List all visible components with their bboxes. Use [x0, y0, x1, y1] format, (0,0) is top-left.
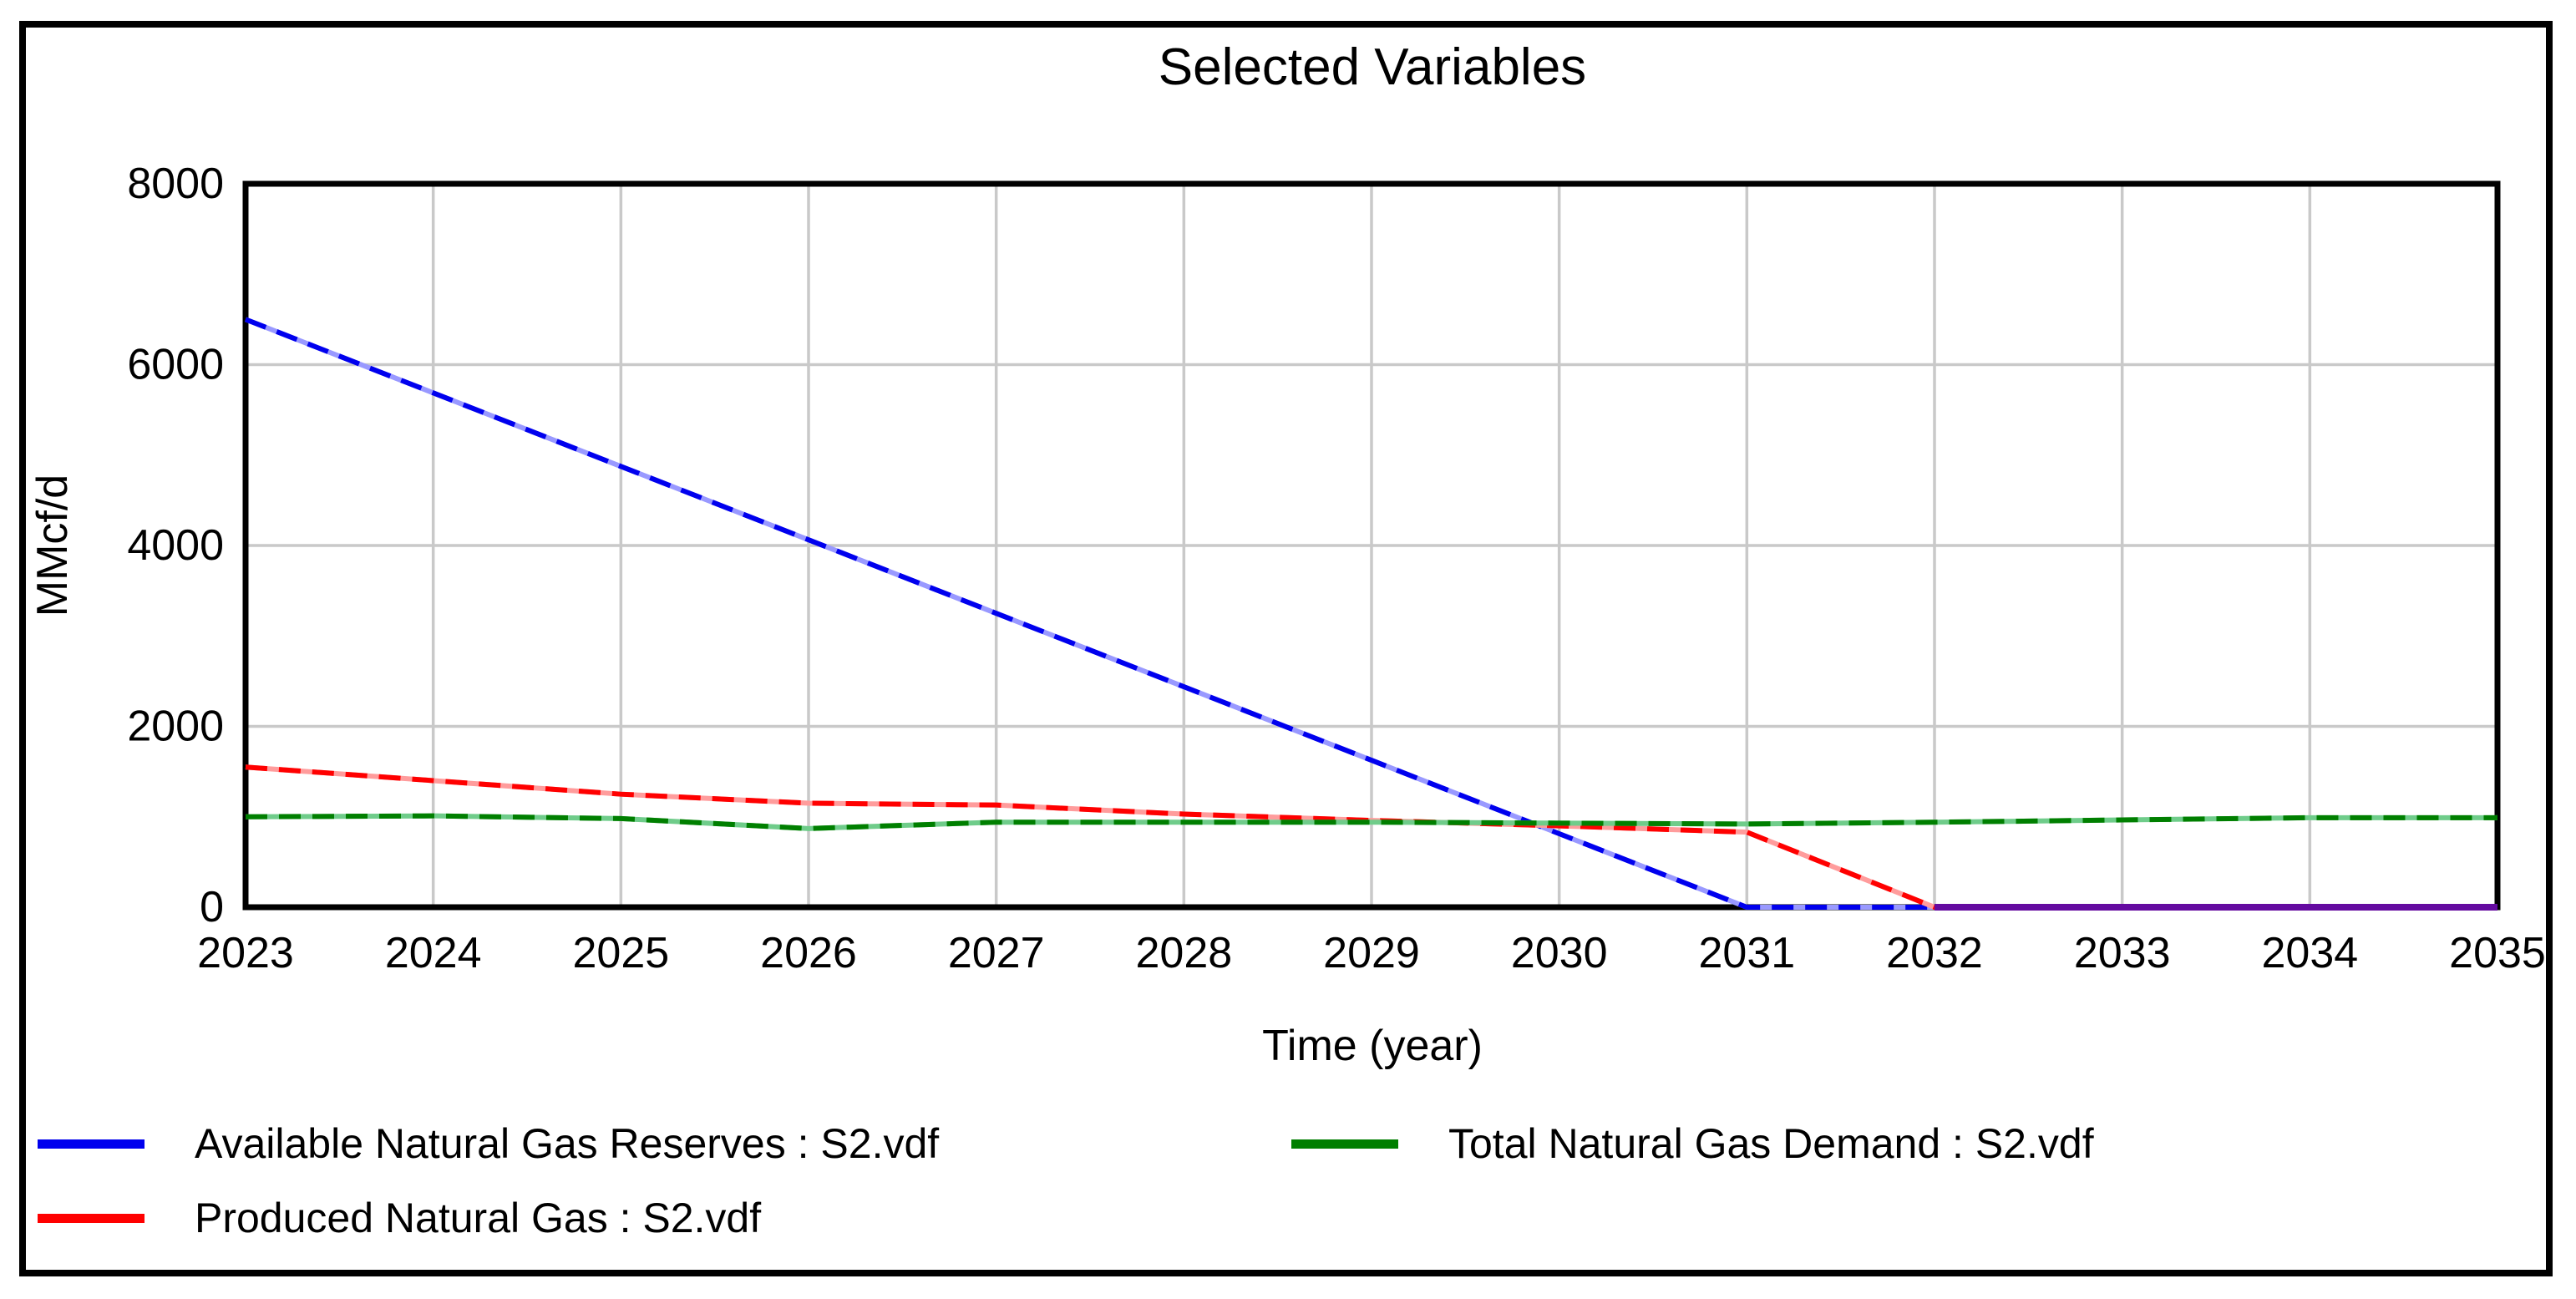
x-tick-label: 2035 [2449, 929, 2546, 977]
y-tick-label: 0 [200, 883, 224, 931]
legend-swatch-red [38, 1213, 145, 1223]
legend-item-total-demand: Total Natural Gas Demand : S2.vdf [1291, 1112, 2094, 1175]
legend-item-available-reserves: Available Natural Gas Reserves : S2.vdf [38, 1112, 939, 1175]
x-tick-label: 2028 [1135, 929, 1232, 977]
x-axis-title: Time (year) [1262, 1022, 1483, 1070]
chart-border [19, 21, 2553, 1276]
x-tick-label: 2023 [197, 929, 294, 977]
y-tick-label: 6000 [127, 341, 224, 389]
y-tick-label: 2000 [127, 703, 224, 751]
y-tick-label: 8000 [127, 160, 224, 208]
legend-item-produced-gas: Produced Natural Gas : S2.vdf [38, 1186, 761, 1250]
legend-label-produced-gas: Produced Natural Gas : S2.vdf [195, 1195, 762, 1241]
legend-swatch-blue [38, 1139, 145, 1149]
y-axis-title: MMcf/d [28, 474, 77, 617]
legend-label-total-demand: Total Natural Gas Demand : S2.vdf [1448, 1120, 2094, 1167]
x-tick-label: 2030 [1511, 929, 1608, 977]
x-tick-label: 2034 [2261, 929, 2358, 977]
series-line-2 [245, 813, 2497, 831]
x-tick-label: 2032 [1886, 929, 1983, 977]
chart-title: Selected Variables [1158, 38, 1587, 96]
series-line-1 [245, 764, 2497, 910]
x-tick-label: 2024 [385, 929, 482, 977]
x-tick-label: 2026 [760, 929, 857, 977]
plot-frame [242, 180, 2501, 911]
x-tick-label: 2025 [572, 929, 669, 977]
x-tick-label: 2031 [1698, 929, 1795, 977]
y-tick-label: 4000 [127, 521, 224, 570]
x-tick-label: 2027 [948, 929, 1045, 977]
legend-swatch-green [1291, 1139, 1398, 1149]
x-tick-label: 2029 [1323, 929, 1420, 977]
x-tick-label: 2033 [2074, 929, 2171, 977]
legend-label-available-reserves: Available Natural Gas Reserves : S2.vdf [195, 1120, 940, 1167]
